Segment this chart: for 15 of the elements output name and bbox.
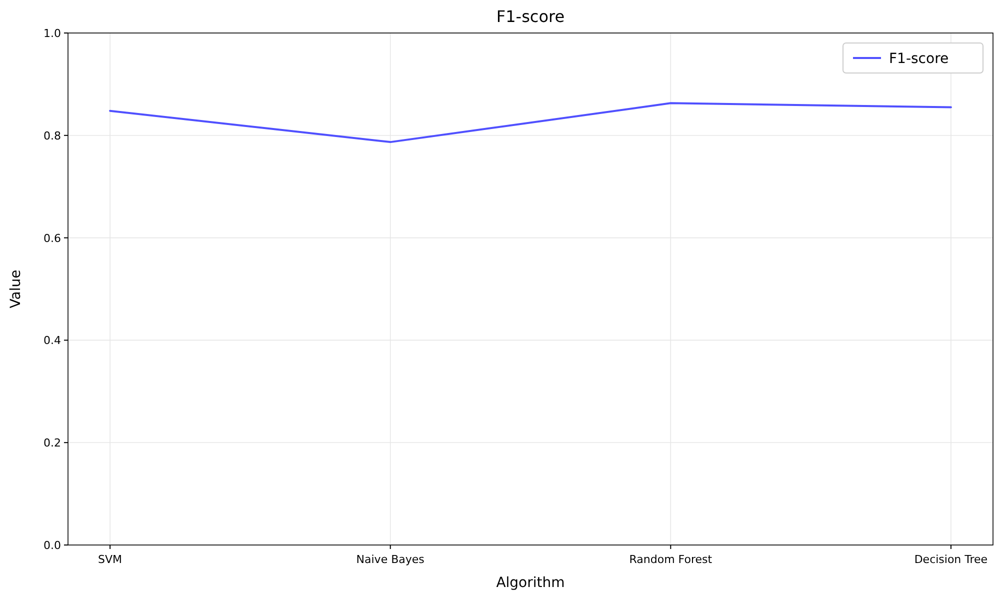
y-tick-label: 0.4: [44, 334, 61, 348]
y-tick-label: 0.0: [44, 539, 61, 552]
chart-title: F1-score: [496, 7, 565, 26]
line-series: [109, 102, 952, 144]
legend-label: F1-score: [889, 51, 949, 67]
x-axis-title: Algorithm: [496, 575, 565, 591]
x-tick-label: Decision Tree: [914, 553, 988, 566]
y-tick-label: 1.0: [44, 27, 61, 40]
y-tick-label: 0.2: [44, 436, 61, 450]
y-tick-label: 0.8: [44, 129, 61, 142]
x-tick-label: Naive Bayes: [356, 553, 425, 566]
y-axis-title: Value: [8, 270, 24, 308]
x-tick-label: Random Forest: [629, 553, 713, 566]
y-tick-label: 0.6: [44, 232, 61, 245]
x-tick-label: SVM: [98, 553, 122, 566]
